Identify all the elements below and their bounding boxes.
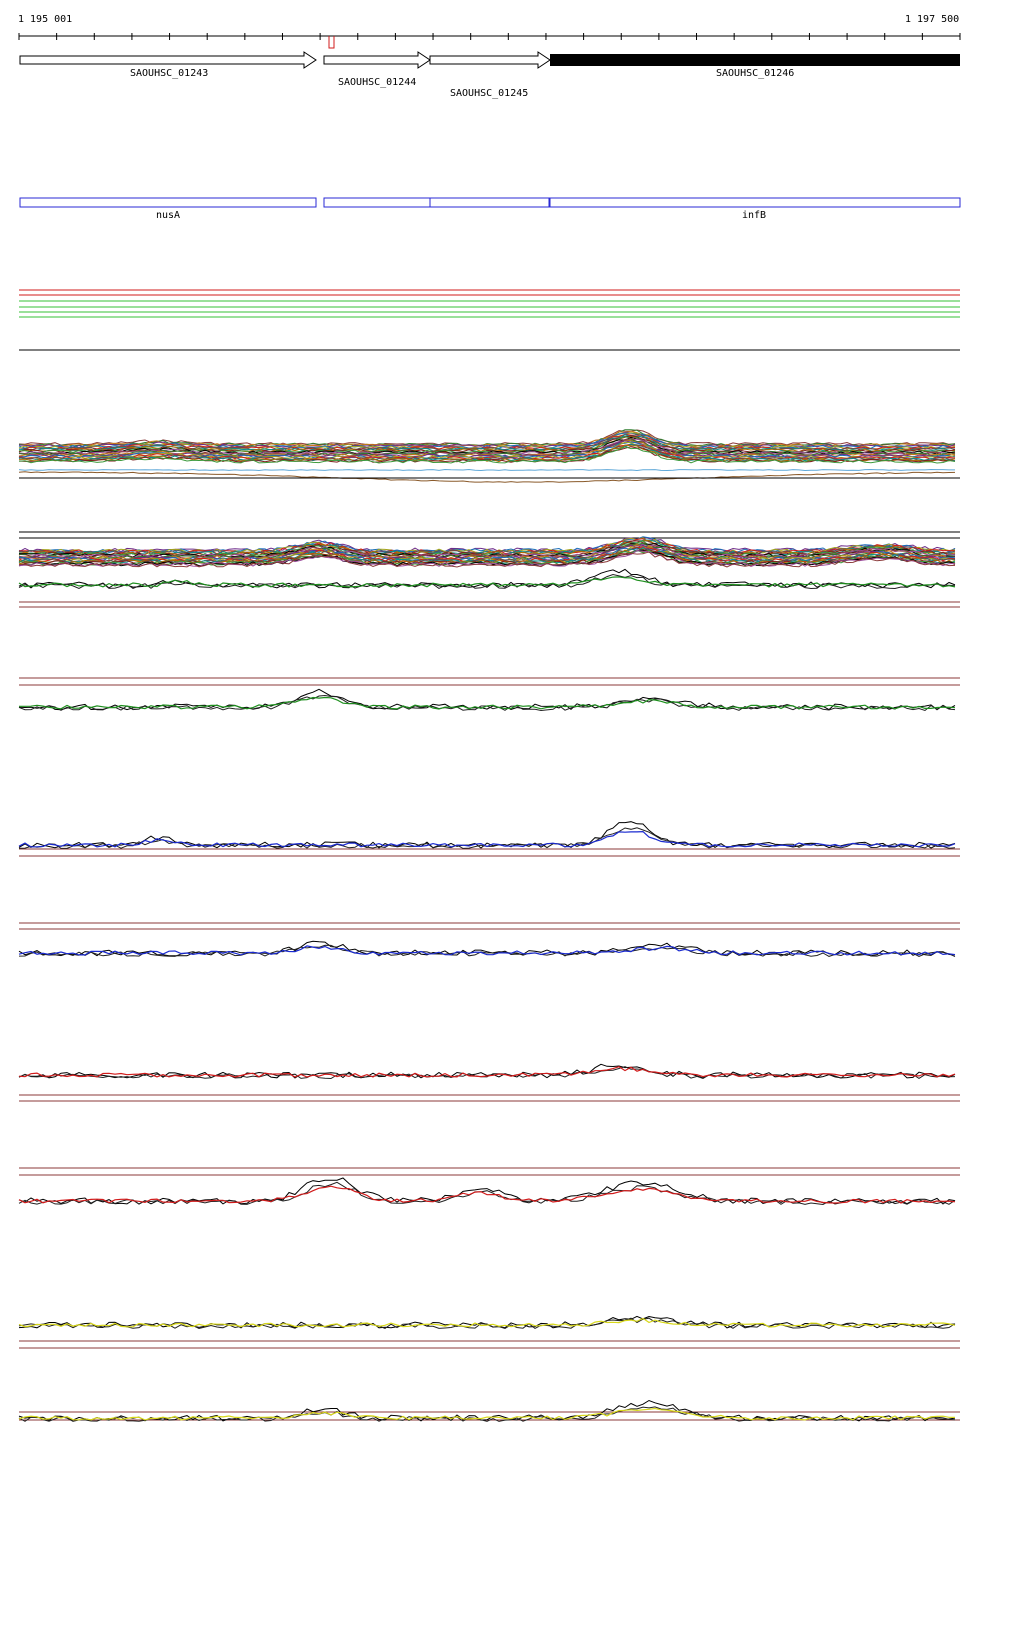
annotation-box-infB bbox=[549, 197, 961, 208]
gene-SAOUHSC_01243 bbox=[19, 51, 317, 69]
bundle-2-trace bbox=[18, 546, 956, 563]
bundle-1-trace bbox=[18, 443, 956, 462]
bundle-1-trace bbox=[18, 471, 956, 483]
annotation-box-unnamed-2 bbox=[429, 197, 550, 208]
track-3-signal-blue bbox=[18, 830, 956, 848]
gene-SAOUHSC_01245 bbox=[429, 51, 551, 69]
track-2-signal-dark bbox=[18, 694, 956, 712]
track-4-signal-black bbox=[18, 940, 956, 957]
track-1-signal-dark bbox=[18, 573, 956, 590]
track-7-signal-dark bbox=[18, 1317, 956, 1330]
bundle-2-trace bbox=[18, 549, 956, 565]
bundle-1-trace bbox=[18, 438, 956, 456]
track-8-signal-black bbox=[18, 1399, 956, 1422]
gene-label-SAOUHSC_01244[interactable]: SAOUHSC_01244 bbox=[338, 77, 417, 88]
track-7-signal-yellow bbox=[18, 1317, 956, 1328]
gene-label-SAOUHSC_01245[interactable]: SAOUHSC_01245 bbox=[450, 88, 529, 99]
track-6-signal-dark bbox=[18, 1181, 956, 1206]
gene-label-SAOUHSC_01243[interactable]: SAOUHSC_01243 bbox=[130, 68, 209, 79]
end-coordinate: 1 197 500 bbox=[905, 14, 960, 25]
track-8-signal-yellow bbox=[18, 1407, 956, 1421]
bundle-1-trace bbox=[18, 446, 956, 464]
bundle-2-trace bbox=[18, 551, 956, 568]
annotation-box-nusA bbox=[19, 197, 317, 208]
track-1-signal-green bbox=[18, 576, 956, 588]
track-4-signal-dark bbox=[18, 944, 956, 958]
track-4-signal-blue bbox=[18, 945, 956, 956]
annotation-label-nusA[interactable]: nusA bbox=[156, 210, 181, 221]
gene-SAOUHSC_01244 bbox=[323, 51, 431, 69]
track-3-signal-dark bbox=[18, 827, 956, 849]
track-5-signal-red bbox=[18, 1066, 956, 1078]
bundle-2-trace bbox=[18, 549, 956, 567]
bundle-2-trace bbox=[18, 540, 956, 555]
bundle-1-trace bbox=[18, 440, 956, 458]
bundle-1-trace bbox=[18, 429, 956, 447]
track-7-signal-black bbox=[18, 1315, 956, 1329]
position-marker bbox=[328, 36, 335, 49]
gene-label-SAOUHSC_01246[interactable]: SAOUHSC_01246 bbox=[716, 68, 795, 79]
bundle-2-trace bbox=[18, 543, 956, 561]
bundle-1-trace bbox=[18, 468, 955, 472]
track-2-signal-green bbox=[19, 696, 956, 710]
track-6-signal-red bbox=[18, 1185, 956, 1204]
annotation-label-infB[interactable]: infB bbox=[742, 210, 767, 221]
bundle-1-trace bbox=[18, 430, 956, 448]
gene-SAOUHSC_01246 bbox=[550, 54, 960, 66]
annotation-box-unnamed-1 bbox=[323, 197, 431, 208]
start-coordinate: 1 195 001 bbox=[18, 14, 73, 25]
bundle-2-trace bbox=[18, 539, 956, 556]
